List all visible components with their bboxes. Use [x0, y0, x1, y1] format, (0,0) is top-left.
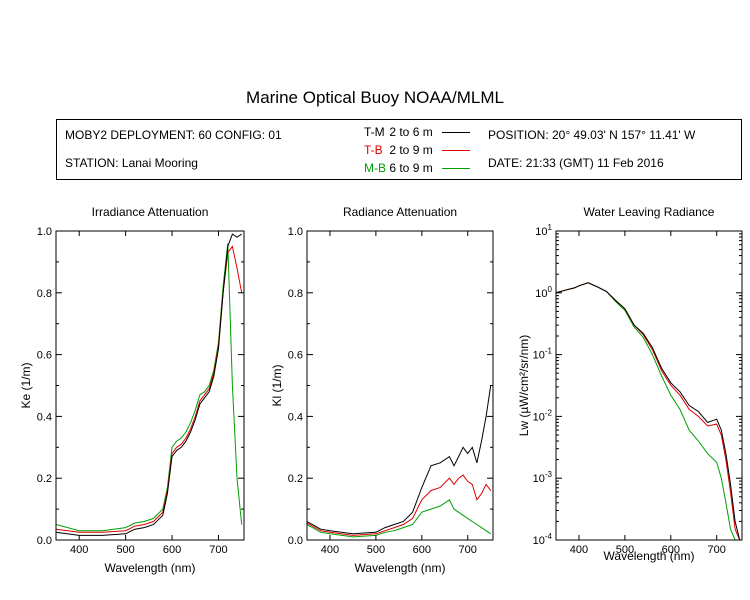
series-line-t-b [556, 282, 741, 540]
x-tick-label: 600 [413, 544, 431, 556]
chart-2: Radiance Attenuation 400 500 600 700 Waveleng… [270, 205, 494, 575]
plot-frame [55, 230, 245, 541]
y-tick-label: 1.0 [37, 226, 52, 238]
legend-code: T-M [364, 125, 385, 139]
y-axis-label: Ke (1/m) [19, 362, 33, 408]
legend-range: 6 to 9 m [389, 161, 433, 175]
y-tick-label: 0.8 [288, 288, 303, 300]
x-tick-label: 400 [70, 544, 88, 556]
plot-frame [555, 230, 743, 541]
y-tick-label: 0.4 [288, 411, 303, 423]
x-tick-label: 600 [662, 544, 680, 556]
y-tick-label: 0.6 [37, 350, 52, 362]
deployment-text: MOBY2 DEPLOYMENT: 60 CONFIG: 01 [65, 128, 282, 142]
x-tick-label: 700 [708, 544, 726, 556]
x-axis-label: Wavelength (nm) [105, 561, 196, 575]
y-axis-label: Lw (µW/cm²/sr/nm) [517, 335, 531, 437]
series-line-t-b [307, 474, 492, 536]
y-tick-label: 10-2 [533, 408, 553, 423]
plot-frame [306, 230, 494, 541]
info-box: MOBY2 DEPLOYMENT: 60 CONFIG: 01 STATION:… [56, 119, 742, 180]
y-tick-label: 0.8 [37, 288, 52, 300]
y-tick-label: 0.2 [288, 473, 303, 485]
y-tick-label: 0.0 [288, 535, 303, 547]
x-tick-label: 500 [367, 544, 385, 556]
date-text: DATE: 21:33 (GMT) 11 Feb 2016 [488, 156, 664, 170]
series-group [556, 282, 741, 540]
y-tick-label: 10-4 [533, 532, 553, 547]
legend-item-tm: T-M 2 to 6 m [364, 125, 471, 139]
series-group [307, 385, 492, 538]
legend-code: M-B [364, 161, 386, 175]
y-tick-label: 0.0 [37, 535, 52, 547]
x-axis-label: Wavelength (nm) [604, 549, 695, 563]
chart-title: Irradiance Attenuation [92, 205, 209, 219]
legend-range: 2 to 9 m [389, 143, 433, 157]
x-tick-label: 400 [570, 544, 588, 556]
page-title: Marine Optical Buoy NOAA/MLML [246, 88, 504, 107]
y-tick-label: 10-1 [533, 347, 553, 362]
chart-3: Water Leaving Radiance 400 500 600 700 Wavele… [517, 205, 743, 563]
x-tick-label: 700 [209, 544, 227, 556]
legend-item-mb: M-B 6 to 9 m [364, 161, 471, 175]
series-line-m-b [56, 243, 243, 532]
series-line-t-b [56, 245, 243, 533]
y-tick-label: 0.4 [37, 411, 52, 423]
station-text: STATION: Lanai Mooring [65, 156, 198, 170]
y-tick-label: 0.6 [288, 350, 303, 362]
series-group [56, 233, 243, 536]
y-tick-label: 101 [535, 223, 552, 238]
x-tick-label: 600 [163, 544, 181, 556]
x-tick-label: 400 [321, 544, 339, 556]
chart-title: Radiance Attenuation [343, 205, 457, 219]
x-tick-label: 500 [116, 544, 134, 556]
y-tick-label: 100 [535, 285, 552, 300]
chart-title: Water Leaving Radiance [584, 205, 715, 219]
legend-item-tb: T-B 2 to 9 m [364, 143, 471, 157]
y-tick-label: 1.0 [288, 226, 303, 238]
y-tick-label: 0.2 [37, 473, 52, 485]
series-line-m-b [556, 282, 736, 540]
x-axis-label: Wavelength (nm) [355, 561, 446, 575]
legend-range: 2 to 6 m [389, 125, 433, 139]
series-line-m-b [307, 499, 491, 538]
y-tick-label: 10-3 [533, 470, 553, 485]
legend-code: T-B [364, 143, 383, 157]
position-text: POSITION: 20° 49.03' N 157° 11.41' W [488, 128, 696, 142]
x-tick-label: 700 [459, 544, 477, 556]
x-tick-label: 500 [616, 544, 634, 556]
y-axis-label: Kl (1/m) [270, 364, 284, 406]
series-line-t-m [56, 233, 242, 536]
series-line-t-m [307, 385, 492, 535]
chart-1: Irradiance Attenuation 400 500 600 700 Wavele… [19, 205, 245, 575]
series-line-t-m [556, 282, 741, 540]
